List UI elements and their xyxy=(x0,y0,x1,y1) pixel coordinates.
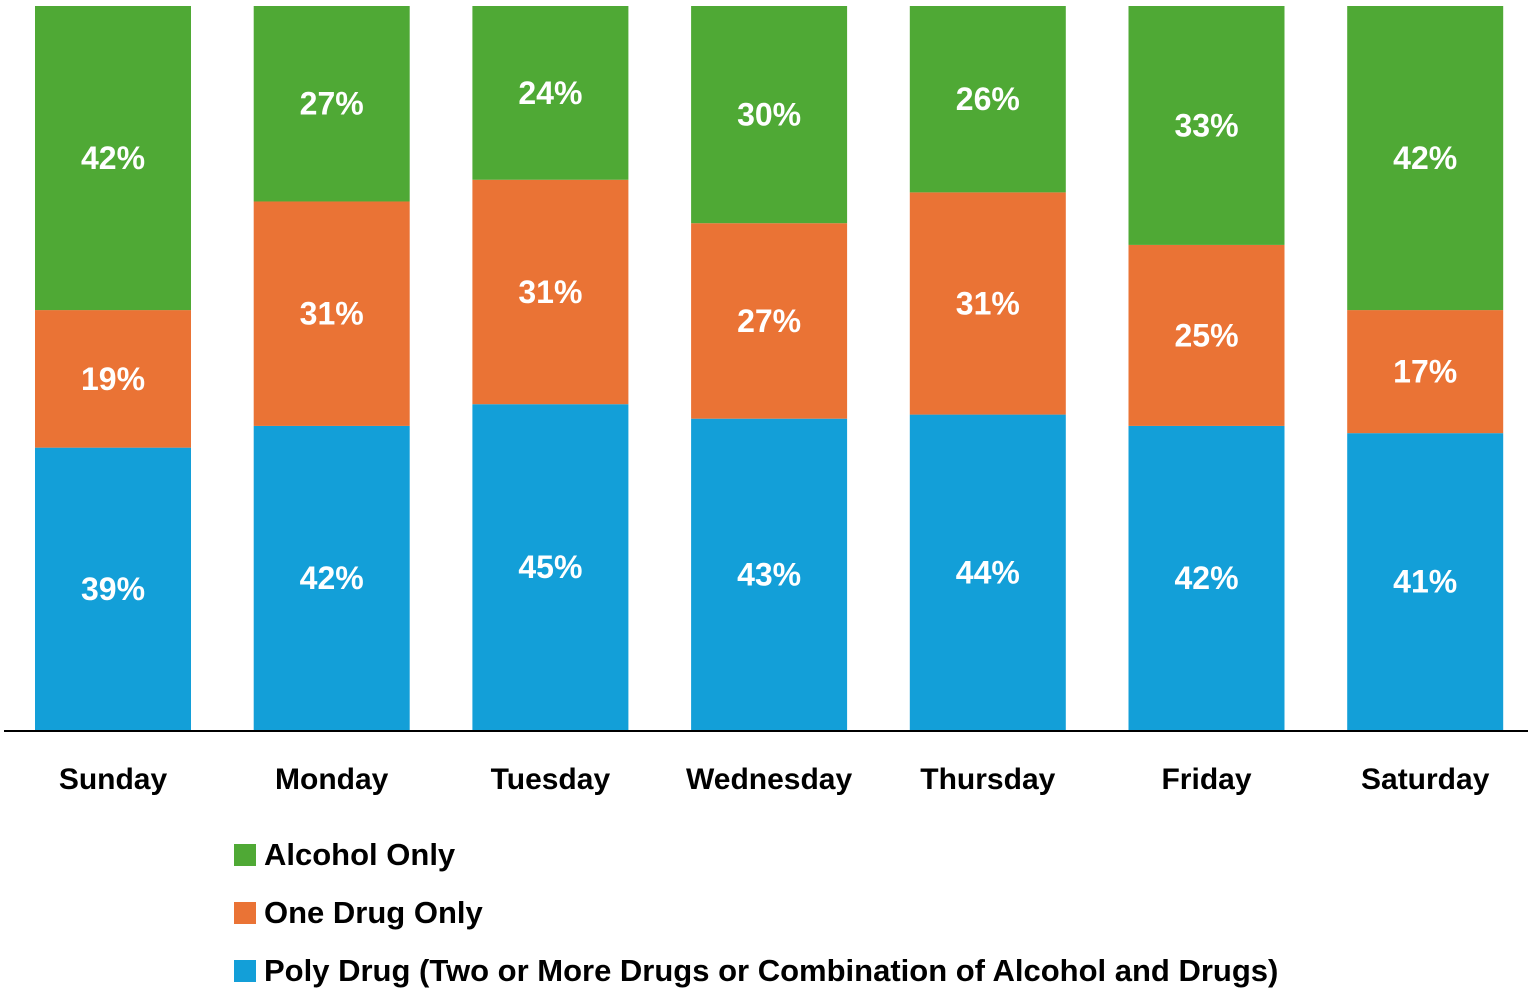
bar-segment-wednesday-alcohol-only xyxy=(691,6,848,224)
legend-item-poly-drug: Poly Drug (Two or More Drugs or Combinat… xyxy=(234,942,1278,1000)
data-label-sunday-one-drug-only: 19% xyxy=(81,361,145,397)
bar-segment-saturday-one-drug-only xyxy=(1347,310,1504,434)
data-label-wednesday-poly-drug-two-or-more-drugs-or: 43% xyxy=(737,556,801,592)
legend-label-poly-drug: Poly Drug (Two or More Drugs or Combinat… xyxy=(264,953,1279,988)
legend-swatch-poly-drug xyxy=(234,960,256,982)
bar-segment-thursday-poly-drug-two-or-more-drugs-or xyxy=(909,414,1066,730)
data-label-thursday-one-drug-only: 31% xyxy=(956,285,1020,321)
data-label-wednesday-one-drug-only: 27% xyxy=(737,303,801,339)
data-label-sunday-poly-drug-two-or-more-drugs-or: 39% xyxy=(81,571,145,607)
data-label-friday-alcohol-only: 33% xyxy=(1174,107,1238,143)
legend-swatch-alcohol-only xyxy=(234,844,256,866)
data-label-wednesday-alcohol-only: 30% xyxy=(737,97,801,133)
bar-segment-wednesday-poly-drug-two-or-more-drugs-or xyxy=(691,418,848,730)
data-label-tuesday-alcohol-only: 24% xyxy=(518,75,582,111)
data-label-friday-poly-drug-two-or-more-drugs-or: 42% xyxy=(1174,560,1238,596)
bar-segment-friday-one-drug-only xyxy=(1128,244,1285,426)
bar-segment-thursday-alcohol-only xyxy=(909,6,1066,193)
bar-segment-monday-one-drug-only xyxy=(253,201,410,426)
data-label-saturday-poly-drug-two-or-more-drugs-or: 41% xyxy=(1393,564,1457,600)
x-tick-label-wednesday: Wednesday xyxy=(686,763,852,796)
data-label-monday-one-drug-only: 31% xyxy=(300,296,364,332)
x-tick-label-friday: Friday xyxy=(1161,763,1251,796)
bar-segment-saturday-poly-drug-two-or-more-drugs-or xyxy=(1347,433,1504,730)
data-label-tuesday-poly-drug-two-or-more-drugs-or: 45% xyxy=(518,549,582,585)
legend-label-alcohol-only: Alcohol Only xyxy=(264,837,456,872)
data-label-sunday-alcohol-only: 42% xyxy=(81,140,145,176)
bar-segment-wednesday-one-drug-only xyxy=(691,223,848,419)
data-label-thursday-alcohol-only: 26% xyxy=(956,81,1020,117)
data-label-monday-poly-drug-two-or-more-drugs-or: 42% xyxy=(300,560,364,596)
bar-segment-sunday-alcohol-only xyxy=(35,6,191,311)
stacked-bar-chart: 39% 19% 42% 42% 31% 27% 45% 31% 24% 43% 27% 30% 44% 3… xyxy=(4,6,1528,796)
legend-label-one-drug-only: One Drug Only xyxy=(264,895,483,930)
x-axis-labels: Sunday Monday Tuesday Wednesday Thursday Frid… xyxy=(59,763,1490,796)
bar-segment-saturday-alcohol-only xyxy=(1347,6,1504,311)
x-tick-label-tuesday: Tuesday xyxy=(491,763,611,796)
bar-segment-friday-alcohol-only xyxy=(1128,6,1285,245)
bar-segment-friday-poly-drug-two-or-more-drugs-or xyxy=(1128,425,1285,730)
data-label-saturday-alcohol-only: 42% xyxy=(1393,140,1457,176)
bar-segment-tuesday-poly-drug-two-or-more-drugs-or xyxy=(472,404,629,730)
legend-swatch-one-drug-only xyxy=(234,902,256,924)
data-label-thursday-poly-drug-two-or-more-drugs-or: 44% xyxy=(956,554,1020,590)
bar-segment-tuesday-alcohol-only xyxy=(472,6,629,180)
data-label-tuesday-one-drug-only: 31% xyxy=(518,274,582,310)
data-label-friday-one-drug-only: 25% xyxy=(1174,317,1238,353)
x-tick-label-thursday: Thursday xyxy=(920,763,1055,796)
legend-item-one-drug-only: One Drug Only xyxy=(234,884,1278,942)
x-tick-label-saturday: Saturday xyxy=(1361,763,1490,796)
bar-segment-monday-alcohol-only xyxy=(253,6,410,202)
bars-group: 39% 19% 42% 42% 31% 27% 45% 31% 24% 43% 27% 30% 44% 3… xyxy=(35,6,1504,730)
bar-segment-sunday-one-drug-only xyxy=(35,310,191,448)
bar-segment-tuesday-one-drug-only xyxy=(472,179,629,405)
bar-segment-monday-poly-drug-two-or-more-drugs-or xyxy=(253,425,410,730)
data-label-saturday-one-drug-only: 17% xyxy=(1393,354,1457,390)
x-tick-label-monday: Monday xyxy=(275,763,389,796)
x-tick-label-sunday: Sunday xyxy=(59,763,168,796)
bar-segment-thursday-one-drug-only xyxy=(909,192,1066,415)
bar-segment-sunday-poly-drug-two-or-more-drugs-or xyxy=(35,447,191,730)
data-label-monday-alcohol-only: 27% xyxy=(300,86,364,122)
legend-item-alcohol-only: Alcohol Only xyxy=(234,826,1278,884)
legend: Alcohol Only One Drug Only Poly Drug (Tw… xyxy=(234,826,1278,1000)
